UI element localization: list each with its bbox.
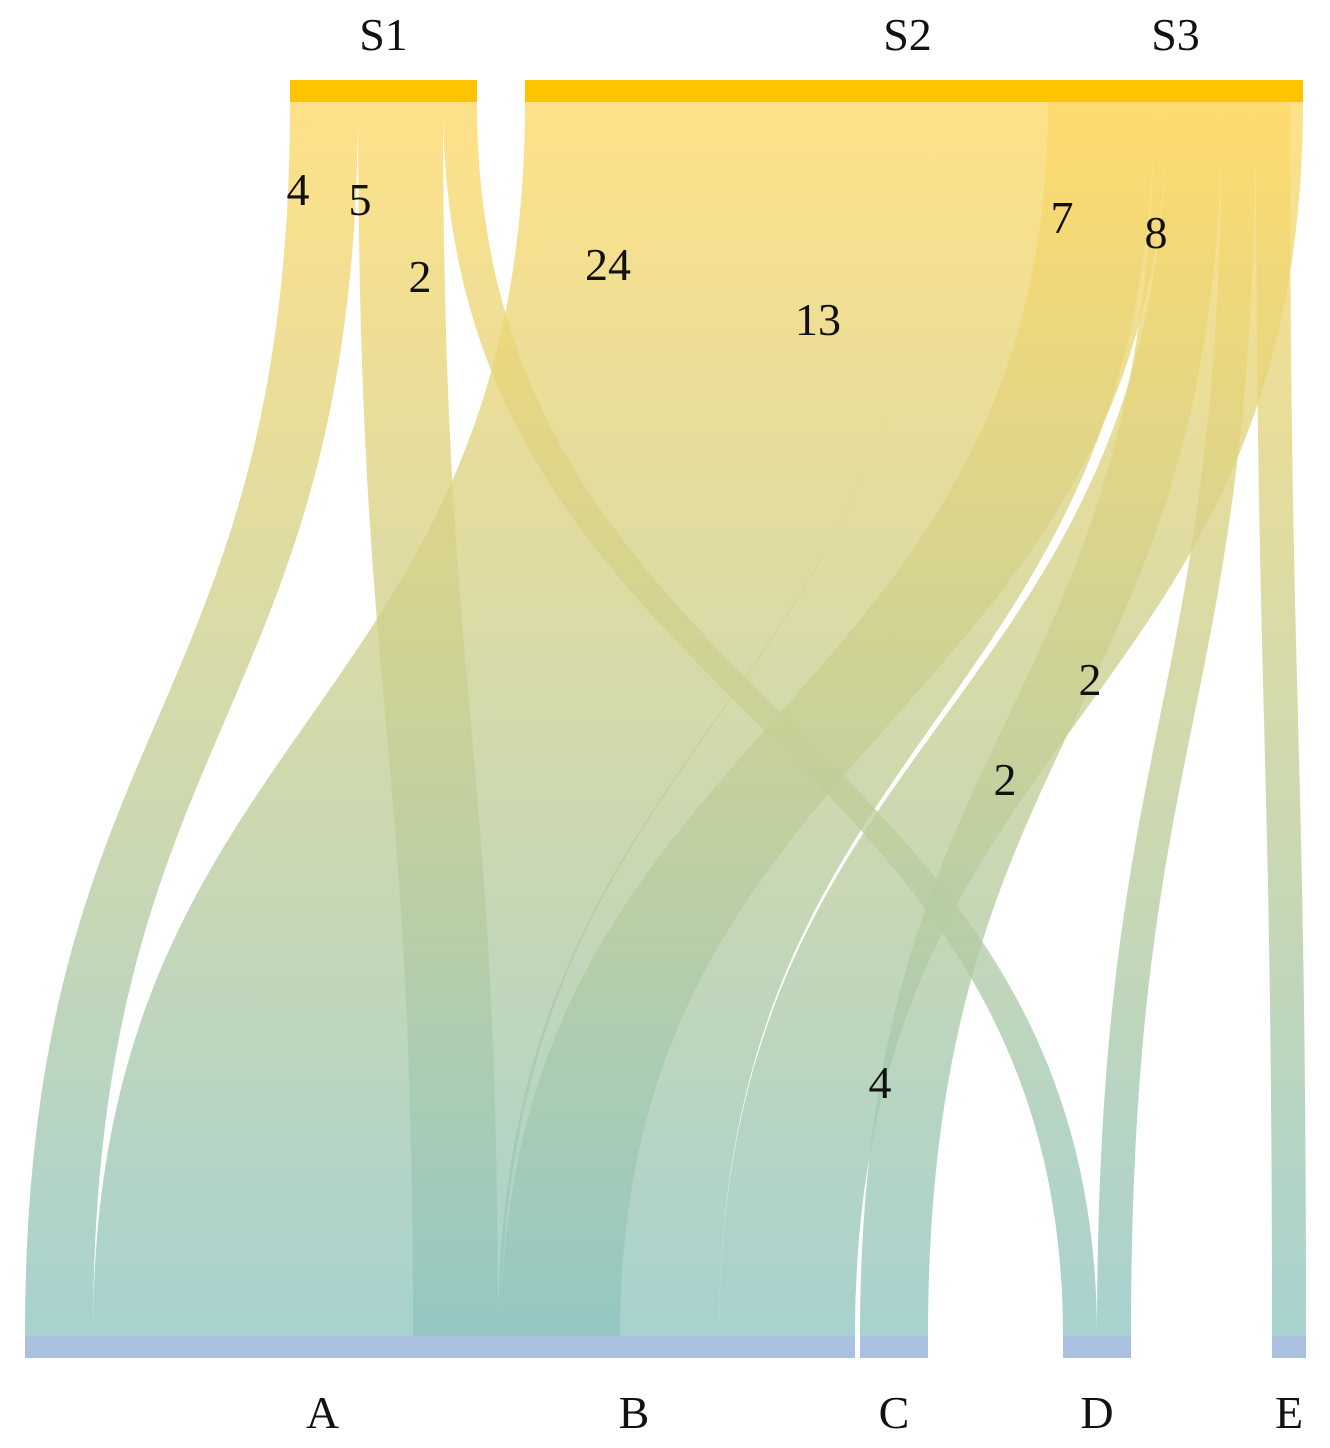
node-s1 (290, 80, 477, 102)
node-label-a: A (306, 1387, 339, 1438)
flow-s2-e (1256, 102, 1306, 1336)
node-c (860, 1336, 928, 1358)
flow-value-s2-b: 13 (795, 294, 841, 345)
node-b (413, 1336, 855, 1358)
flow-s3-a (501, 102, 1167, 1336)
nodes-layer (25, 80, 1306, 1358)
node-s3 (1048, 80, 1303, 102)
node-label-c: C (879, 1387, 910, 1438)
node-d (1063, 1336, 1131, 1358)
flow-value-s3-b: 8 (1145, 207, 1168, 258)
flow-value-s2-c: 4 (869, 1057, 892, 1108)
node-label-b: B (619, 1387, 650, 1438)
flow-value-s2-a: 24 (585, 239, 631, 290)
node-label-e: E (1275, 1387, 1303, 1438)
node-label-s1: S1 (359, 9, 408, 60)
flow-s2-a (93, 102, 933, 1336)
node-label-s3: S3 (1151, 9, 1200, 60)
flow-value-s3-a: 7 (1051, 192, 1074, 243)
node-e (1272, 1336, 1306, 1358)
flow-value-s1-b: 5 (349, 174, 372, 225)
node-label-d: D (1080, 1387, 1113, 1438)
node-label-s2: S2 (883, 9, 932, 60)
flow-value-s2-e: 2 (1079, 654, 1102, 705)
flow-value-s2-d: 2 (994, 754, 1017, 805)
flow-value-s1-a: 4 (287, 164, 310, 215)
flow-s3-b (719, 102, 1303, 1336)
flow-s1-a (25, 102, 358, 1336)
links-layer (25, 102, 1306, 1336)
flow-value-s1-d: 2 (409, 251, 432, 302)
